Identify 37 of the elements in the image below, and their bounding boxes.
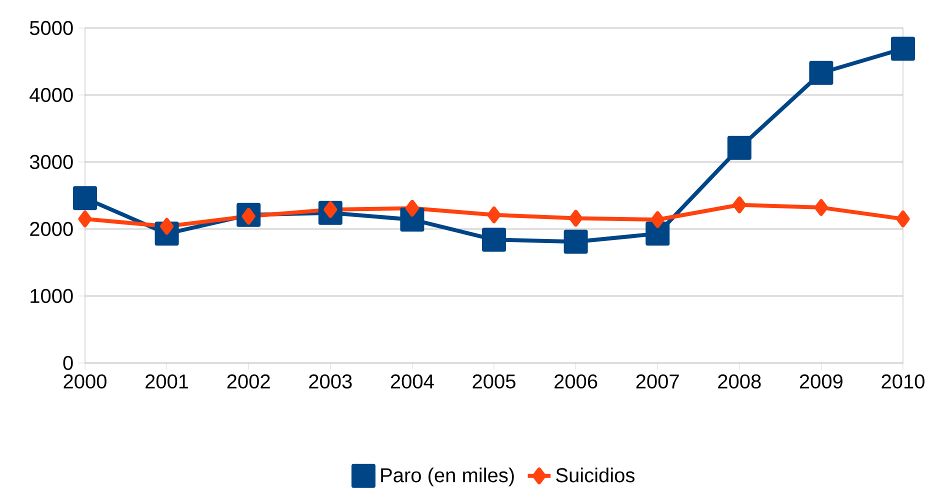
point — [890, 36, 915, 61]
point — [405, 200, 420, 217]
y-tick-label: 4000 — [30, 88, 73, 102]
point — [78, 210, 92, 228]
x-tick-label: 2001 — [146, 374, 188, 389]
point — [73, 186, 98, 210]
point — [727, 136, 752, 160]
point — [487, 206, 501, 224]
point — [482, 228, 506, 252]
x-tick-label: 2002 — [227, 374, 270, 389]
point — [569, 210, 583, 227]
point — [896, 210, 910, 228]
y-tick-label: 2000 — [30, 222, 73, 236]
legend-label: Suicidios — [556, 468, 634, 482]
point — [324, 201, 338, 218]
x-tick-label: 2004 — [390, 374, 434, 389]
y-tick-label: 5000 — [30, 20, 73, 36]
point — [564, 230, 588, 254]
y-tick-label: 0 — [63, 356, 73, 370]
point — [646, 222, 670, 246]
point — [650, 211, 664, 228]
x-tick-label: 2003 — [309, 374, 352, 389]
x-tick-label: 2010 — [882, 374, 924, 389]
point — [814, 199, 828, 216]
x-tick-label: 2007 — [636, 374, 679, 389]
point — [732, 196, 746, 214]
x-tick-label: 2006 — [554, 374, 598, 389]
x-tick-label: 2009 — [800, 374, 842, 389]
legend-label: Paro (en miles) — [381, 468, 514, 486]
point — [160, 218, 174, 235]
x-tick-label: 2005 — [472, 374, 516, 389]
point — [242, 208, 256, 225]
x-tick-label: 2008 — [718, 374, 761, 389]
y-tick-label: 1000 — [30, 288, 73, 304]
point — [809, 60, 834, 85]
x-tick-label: 2000 — [64, 374, 106, 389]
y-tick-label: 3000 — [30, 154, 73, 170]
